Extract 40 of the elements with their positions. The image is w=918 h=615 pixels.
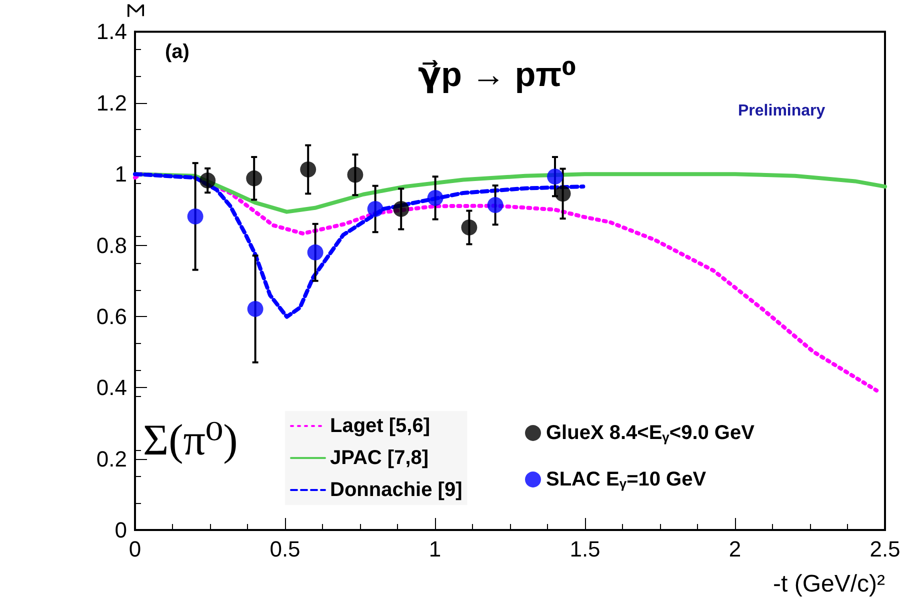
- point: [554, 186, 571, 202]
- y-tick-label: 0.4: [96, 375, 127, 400]
- x-axis-title: -t (GeV/c)²: [773, 570, 886, 598]
- legend-label: GlueX 8.4<Eγ<9.0 GeV: [546, 422, 756, 444]
- point: [461, 219, 478, 236]
- x-tick-label: 2: [728, 536, 742, 562]
- x-tick-label: 1: [428, 536, 442, 562]
- point: [347, 166, 364, 183]
- x-tick-label: 1.5: [570, 536, 600, 562]
- y-tick-label: 1.4: [96, 19, 127, 44]
- annotation: Σ(π⁰): [143, 416, 238, 464]
- point: [307, 244, 324, 260]
- point: [487, 197, 504, 214]
- x-tick-label: 2.5: [870, 536, 900, 562]
- point: [200, 172, 216, 188]
- y-axis-title: Σ: [122, 2, 148, 18]
- y-tick-label: 0.8: [96, 232, 127, 258]
- x-tick-label: 0.5: [270, 536, 300, 562]
- point: [547, 168, 563, 185]
- point: [300, 161, 316, 178]
- point: [187, 208, 204, 224]
- y-tick-label: 0: [114, 518, 127, 542]
- line-series: [133, 172, 879, 392]
- y-tick-label: 0.6: [96, 304, 127, 329]
- legend-label: JPAC [7,8]: [330, 447, 429, 469]
- y-tick-label: 0.2: [96, 446, 127, 472]
- legend-label: Laget [5,6]: [330, 415, 430, 437]
- point: [427, 190, 444, 206]
- y-tick-label: 1.2: [96, 90, 127, 116]
- annotation: Preliminary: [738, 102, 826, 120]
- legend-label: Donnachie [9]: [330, 479, 462, 501]
- y-tick-label: 1: [114, 162, 127, 187]
- point: [393, 200, 410, 217]
- annotation: (a): [165, 41, 190, 63]
- legend-label: SLAC Eγ=10 GeV: [546, 468, 707, 491]
- point: [246, 170, 262, 186]
- point: [247, 300, 264, 317]
- annotation: γ⃗p → pπ⁰: [418, 56, 577, 94]
- line-series: [133, 172, 586, 319]
- point: [367, 200, 384, 217]
